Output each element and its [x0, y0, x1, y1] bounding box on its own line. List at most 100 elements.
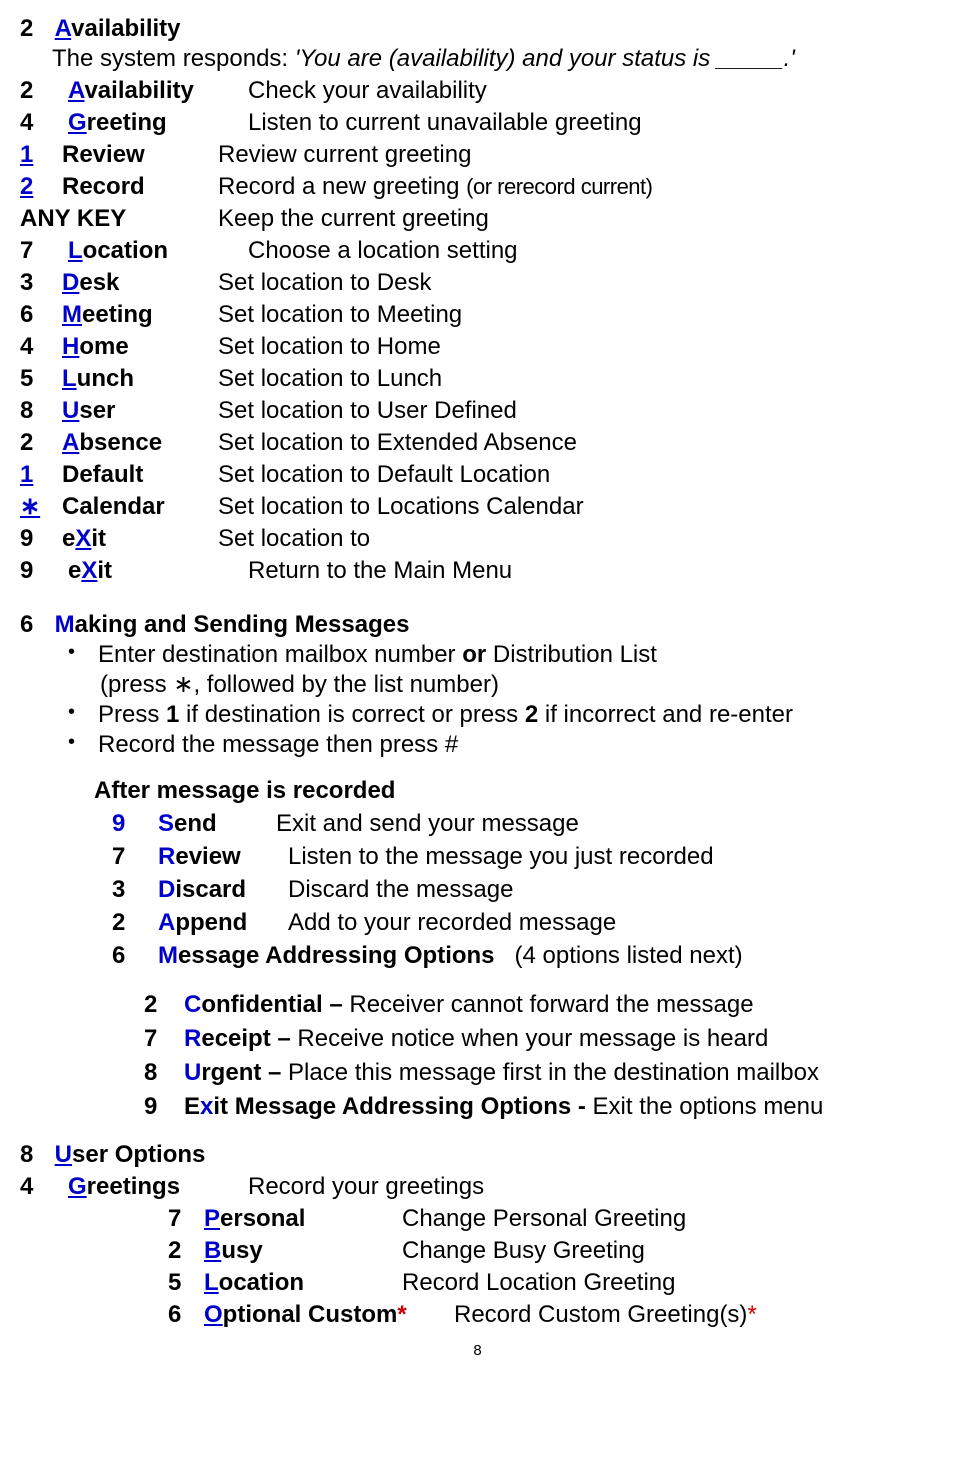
- loc-desk: 3DeskSet location to Desk: [20, 268, 935, 298]
- label-rest: iscard: [175, 876, 246, 903]
- item-greetings: 4 Greetings Record your greetings: [20, 1172, 935, 1202]
- key: 2: [20, 76, 68, 106]
- greet-busy: 2BusyChange Busy Greeting: [168, 1236, 935, 1266]
- loc-lunch: 5LunchSet location to Lunch: [20, 364, 935, 394]
- desc: Exit and send your message: [276, 809, 579, 839]
- key: 1: [20, 140, 62, 170]
- msg-review: 7ReviewListen to the message you just re…: [112, 842, 935, 872]
- key: 9: [112, 809, 158, 839]
- section-2-title-u: A: [55, 15, 71, 42]
- msg-addressing: 6Message Addressing Options(4 options li…: [112, 941, 935, 971]
- key: 8: [20, 396, 62, 426]
- label-rest: ppend: [175, 909, 247, 936]
- key: 2: [20, 428, 62, 458]
- key: 2: [20, 172, 62, 202]
- label-rest: reeting: [87, 109, 167, 136]
- star2: *: [747, 1301, 756, 1328]
- after-recorded-heading: After message is recorded: [94, 776, 935, 806]
- key: 5: [168, 1268, 204, 1298]
- key: 7: [20, 236, 68, 266]
- key: 4: [20, 108, 68, 138]
- desc: Check your availability: [248, 76, 487, 106]
- item-exit: 9 eXit Return to the Main Menu: [20, 556, 935, 586]
- key: 5: [20, 364, 62, 394]
- b2-b2: 2: [525, 701, 538, 728]
- label-rest: ome: [79, 333, 128, 360]
- label-u: G: [68, 1173, 87, 1200]
- label-rest: onfidential –: [201, 991, 349, 1018]
- greet-location: 5Location Record Location Greeting: [168, 1268, 935, 1298]
- label-pre: E: [184, 1093, 200, 1120]
- desc-cond: (or rerecord current): [466, 174, 652, 199]
- section-6-num: 6: [20, 610, 48, 640]
- item-availability: 2 Availability Check your availability: [20, 76, 935, 106]
- label-rest: ocation: [219, 1269, 304, 1296]
- label-u: A: [158, 909, 175, 936]
- loc-absence: 2AbsenceSet location to Extended Absence: [20, 428, 935, 458]
- label-u: x: [200, 1093, 213, 1120]
- label-u: M: [62, 301, 82, 328]
- key: 2: [112, 908, 158, 938]
- label-u: A: [68, 77, 84, 104]
- label-rest: bsence: [79, 429, 162, 456]
- key: 9: [20, 556, 68, 586]
- label-rest: ocation: [83, 237, 168, 264]
- key: 7: [168, 1204, 204, 1234]
- key: 8: [144, 1058, 184, 1088]
- desc: Exit the options menu: [593, 1093, 824, 1120]
- label-u: G: [68, 109, 87, 136]
- resp-italic: 'You are (availability) and your status …: [295, 45, 795, 72]
- label-u: U: [62, 397, 79, 424]
- section-2-num: 2: [20, 14, 48, 44]
- addr-confidential: 2Confidential – Receiver cannot forward …: [144, 990, 935, 1020]
- desc: Record Location Greeting: [402, 1268, 676, 1298]
- msg-send: 9SendExit and send your message: [112, 809, 935, 839]
- bullet-1-sub: (press ∗, followed by the list number): [100, 670, 935, 700]
- label-u: O: [204, 1301, 223, 1328]
- label: Review: [62, 140, 218, 170]
- label-u: H: [62, 333, 79, 360]
- desc: Record Custom Greeting(s): [454, 1301, 747, 1328]
- desc: Set location to Lunch: [218, 364, 442, 394]
- section-2-title: vailability: [71, 15, 180, 42]
- desc: Set location to Desk: [218, 268, 431, 298]
- section-8-heading: 8 User Options: [20, 1140, 935, 1170]
- label-rest: ptional Custom: [223, 1301, 398, 1328]
- desc: Record a new greeting: [218, 173, 466, 200]
- greet-personal: 7PersonalChange Personal Greeting: [168, 1204, 935, 1234]
- key: 9: [144, 1092, 184, 1122]
- desc: Set location to Meeting: [218, 300, 462, 330]
- label-rest: eeting: [82, 301, 153, 328]
- label-u: R: [158, 843, 175, 870]
- b1-post: Distribution List: [486, 641, 657, 668]
- key: 7: [112, 842, 158, 872]
- bullet-3: Record the message then press #: [68, 730, 935, 760]
- desc: (4 options listed next): [515, 941, 743, 971]
- section-8-title: ser Options: [72, 1141, 205, 1168]
- key: 2: [144, 990, 184, 1020]
- loc-home: 4HomeSet location to Home: [20, 332, 935, 362]
- label-u: D: [62, 269, 79, 296]
- label-rest: ersonal: [220, 1205, 305, 1232]
- key: ANY KEY: [20, 204, 218, 234]
- label-u: B: [204, 1237, 221, 1264]
- msg-discard: 3DiscardDiscard the message: [112, 875, 935, 905]
- label-rest: usy: [221, 1237, 262, 1264]
- label-rest: reetings: [87, 1173, 180, 1200]
- label: Record: [62, 172, 218, 202]
- section-6-title: aking and Sending Messages: [75, 611, 410, 638]
- loc-user: 8UserSet location to User Defined: [20, 396, 935, 426]
- section-6-heading: 6 Making and Sending Messages: [20, 610, 935, 640]
- key: 6: [20, 300, 62, 330]
- label-rest: vailability: [84, 77, 193, 104]
- msg-append: 2AppendAdd to your recorded message: [112, 908, 935, 938]
- label-rest: ser: [79, 397, 115, 424]
- label-u: L: [204, 1269, 219, 1296]
- b3-text: Record the message then press #: [98, 730, 458, 760]
- desc: Review current greeting: [218, 140, 471, 170]
- section-2-heading: 2 Availability: [20, 14, 935, 44]
- label-rest: eceipt –: [201, 1025, 297, 1052]
- key: 7: [144, 1024, 184, 1054]
- label-rest: unch: [77, 365, 134, 392]
- desc: Receiver cannot forward the message: [349, 991, 753, 1018]
